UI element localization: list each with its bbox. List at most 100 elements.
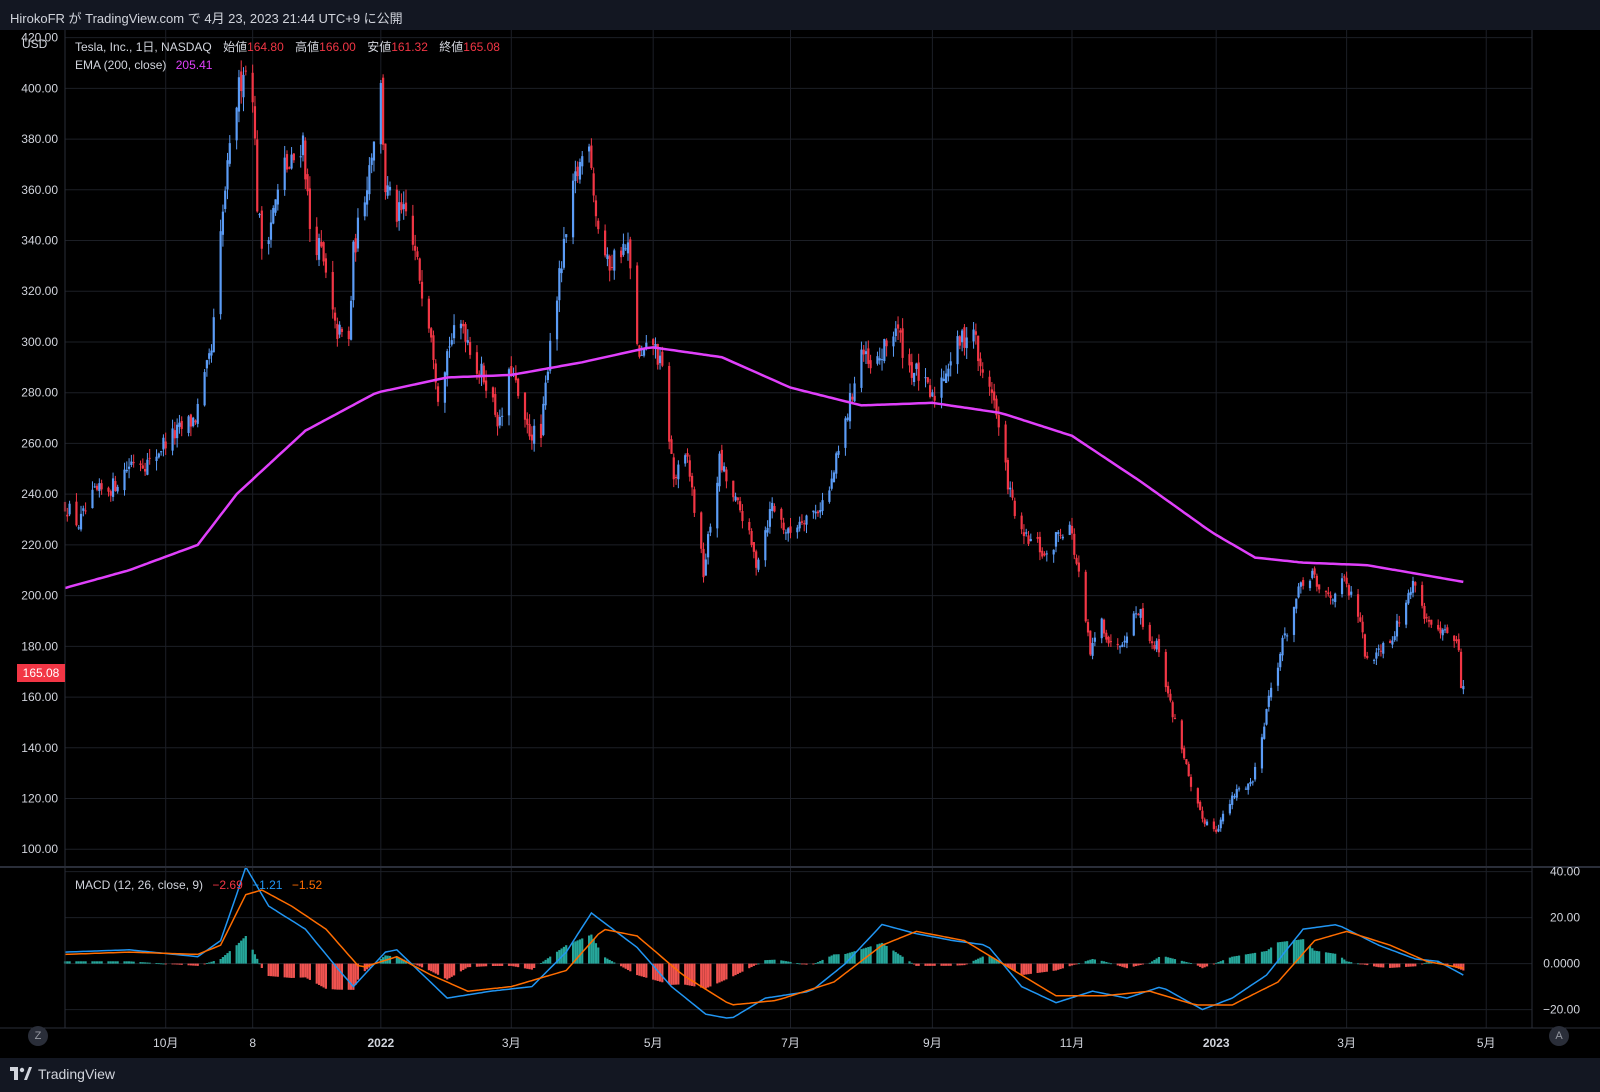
- candle-body: [338, 324, 341, 335]
- macd-histogram-bar: [892, 950, 895, 964]
- candle-body: [395, 189, 398, 222]
- macd-histogram-bar: [910, 962, 913, 964]
- zoom-button[interactable]: Z: [28, 1026, 48, 1046]
- macd-histogram-bar: [242, 938, 245, 964]
- macd-histogram-bar: [1086, 960, 1090, 964]
- macd-histogram-bar: [189, 963, 192, 966]
- publish-bar: HirokoFR が TradingView.com で 4月 23, 2023…: [0, 0, 1600, 30]
- candle-body: [1116, 643, 1119, 646]
- candle-body: [757, 559, 760, 570]
- macd-histogram-bar: [139, 962, 142, 964]
- candle-body: [940, 377, 943, 398]
- macd-histogram-bar: [869, 946, 872, 964]
- macd-histogram-bar: [1340, 957, 1344, 964]
- candle-body: [194, 420, 197, 423]
- candle-body: [1361, 621, 1364, 633]
- macd-histogram-bar: [803, 963, 806, 965]
- candle-body: [1004, 424, 1007, 463]
- candle-body: [626, 242, 630, 254]
- macd-histogram-bar: [1093, 959, 1096, 964]
- candle-body: [1052, 549, 1055, 555]
- macd-histogram-bar: [523, 963, 527, 969]
- candle-body: [66, 514, 69, 517]
- candle-body: [748, 522, 751, 531]
- price-chart[interactable]: 100.00 120.00 140.00 160.00 180.00 200.00 220.…: [0, 30, 1600, 1058]
- candle-body: [1363, 634, 1367, 657]
- candle-body: [1029, 538, 1032, 542]
- candle-body: [542, 403, 545, 435]
- macd-histogram-bar: [1247, 954, 1250, 964]
- macd-histogram-bar: [1121, 963, 1124, 967]
- macd-histogram-bar: [1029, 963, 1032, 974]
- macd-histogram-bar: [1091, 959, 1094, 964]
- macd-histogram-bar: [1446, 963, 1449, 965]
- candle-body: [734, 496, 737, 501]
- macd-histogram-bar: [1347, 961, 1351, 964]
- candle-body: [1025, 532, 1028, 534]
- candle-body: [1022, 532, 1026, 537]
- candle-body: [750, 530, 753, 545]
- candle-body: [1020, 515, 1023, 530]
- candle-body: [1006, 460, 1010, 490]
- macd-histogram-bar: [1155, 958, 1158, 964]
- candle-body: [1286, 635, 1289, 637]
- macd-label: MACD (12, 26, close, 9): [75, 878, 204, 892]
- candle-body: [1283, 633, 1286, 636]
- time-tick-label: 9月: [923, 1036, 942, 1050]
- candle-body: [347, 330, 350, 340]
- auto-scale-button[interactable]: A: [1549, 1026, 1569, 1046]
- candle-body: [160, 451, 163, 453]
- candle-body: [1276, 667, 1280, 686]
- tradingview-logo: TradingView: [10, 1066, 115, 1082]
- macd-histogram-bar: [819, 961, 822, 964]
- candle-body: [1203, 819, 1206, 824]
- candle-body: [1137, 614, 1140, 616]
- candle-body: [436, 386, 440, 402]
- candle-body: [590, 145, 593, 168]
- macd-histogram-bar: [963, 963, 966, 966]
- candle-body: [308, 188, 311, 229]
- macd-histogram-bar: [1054, 963, 1058, 971]
- macd-histogram-bar: [734, 963, 737, 976]
- macd-histogram-bar: [514, 963, 517, 967]
- candle-body: [565, 234, 568, 238]
- candle-body: [144, 468, 147, 472]
- macd-histogram-bar: [1219, 961, 1222, 964]
- symbol-legend: Tesla, Inc., 1日, NASDAQ 始値164.80 高値166.0…: [75, 38, 500, 55]
- macd-histogram-bar: [620, 963, 623, 967]
- macd-histogram-bar: [308, 963, 311, 980]
- macd-histogram-bar: [787, 961, 790, 964]
- macd-histogram-bar: [1187, 962, 1190, 964]
- candle-body: [1105, 632, 1108, 640]
- candle-body: [1455, 639, 1458, 642]
- candle-body: [622, 243, 625, 255]
- macd-histogram-bar: [958, 963, 961, 966]
- macd-histogram-bar: [1299, 939, 1302, 964]
- candle-body: [507, 369, 511, 416]
- candle-body: [899, 330, 902, 333]
- macd-histogram-bar: [176, 963, 179, 965]
- macd-histogram-bar: [1217, 962, 1220, 964]
- candle-body: [404, 202, 408, 212]
- candle-body: [885, 340, 888, 347]
- candle-body: [658, 355, 662, 364]
- macd-histogram-bar: [677, 963, 680, 985]
- candle-body: [368, 165, 371, 195]
- candle-body: [1118, 646, 1122, 648]
- time-tick-label: 11月: [1060, 1036, 1084, 1050]
- candle-body: [1100, 618, 1103, 639]
- candle-body: [917, 362, 920, 381]
- candle-body: [844, 418, 847, 448]
- candle-body: [549, 340, 552, 371]
- macd-histogram-bar: [755, 963, 758, 965]
- macd-histogram-bar: [1409, 963, 1412, 967]
- macd-histogram-bar: [1041, 963, 1044, 973]
- macd-histogram-bar: [1334, 953, 1337, 964]
- candle-body: [928, 385, 932, 397]
- macd-histogram-bar: [192, 963, 195, 966]
- candle-body: [450, 340, 453, 345]
- candle-body: [901, 328, 904, 358]
- candle-body: [821, 500, 824, 511]
- candle-body: [1446, 627, 1449, 634]
- price-tick-label: 240.00: [21, 487, 58, 501]
